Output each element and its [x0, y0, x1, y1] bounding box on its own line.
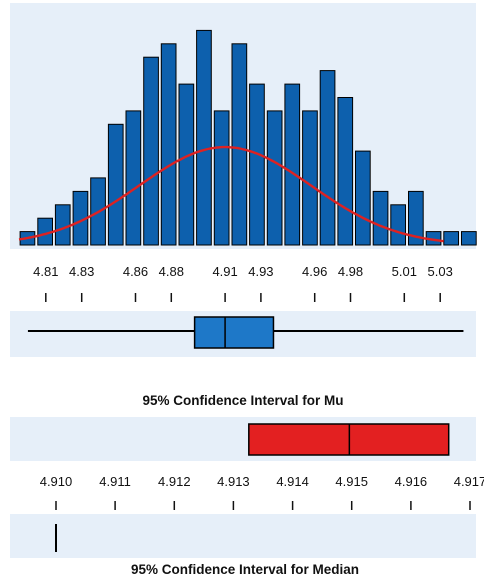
- histogram-bar: [390, 204, 406, 246]
- histogram-bar: [54, 204, 71, 246]
- median-ci-panel: [10, 514, 476, 558]
- histogram-bar: [319, 70, 336, 246]
- histogram-tick-label: 5.01: [392, 264, 417, 279]
- histogram-bar: [107, 123, 124, 246]
- histogram-bar: [196, 29, 212, 246]
- boxplot: [27, 316, 464, 349]
- histogram-tick-label: 4.81: [33, 264, 58, 279]
- histogram-bar: [337, 97, 354, 246]
- histogram-tick-label: 4.88: [159, 264, 184, 279]
- histogram-bar: [443, 231, 459, 246]
- ci-tick-label: 4.913: [217, 474, 250, 489]
- histogram-tick-label: 4.98: [338, 264, 363, 279]
- histogram-bar: [461, 231, 477, 246]
- histogram-bar: [284, 83, 301, 246]
- mu-confidence-interval: [248, 423, 450, 456]
- boxplot-box: [193, 316, 275, 349]
- histogram-bar: [372, 190, 389, 246]
- median-ci-caption: 95% Confidence Interval for Median: [131, 562, 359, 577]
- histogram-bars: [19, 29, 477, 246]
- ci-tick-label: 4.911: [99, 474, 131, 489]
- ci-tick-label: 4.914: [276, 474, 309, 489]
- mu-ci-caption: 95% Confidence Interval for Mu: [142, 393, 343, 408]
- histogram-tick-label: 4.83: [69, 264, 94, 279]
- histogram-bar: [178, 83, 195, 246]
- histogram-bar: [249, 83, 265, 246]
- ci-tick-label: 4.912: [158, 474, 191, 489]
- histogram-x-axis: 4.81 4.83 4.86 4.88 4.91 4.93 4.96 4.98 5.01 5.03: [33, 264, 453, 302]
- ci-tick-label: 4.917: [454, 474, 484, 489]
- histogram-tick-label: 4.86: [123, 264, 148, 279]
- histogram-tick-label: 5.03: [428, 264, 453, 279]
- histogram-tick-label: 4.96: [302, 264, 327, 279]
- histogram-bar: [160, 43, 177, 246]
- histogram-bar: [143, 56, 159, 246]
- histogram-bar: [355, 150, 371, 246]
- histogram-bar: [231, 43, 248, 246]
- ci-tick-label: 4.916: [395, 474, 428, 489]
- histogram-bar: [125, 110, 142, 246]
- histogram-bar: [213, 110, 230, 246]
- histogram-bar: [408, 190, 424, 246]
- histogram-bar: [266, 110, 283, 246]
- histogram-tick-label: 4.93: [248, 264, 273, 279]
- ci-tick-label: 4.915: [335, 474, 368, 489]
- ci-x-axis: 4.910 4.911 4.912 4.913 4.914 4.915 4.916 4.917: [40, 474, 484, 510]
- histogram-bar: [302, 110, 318, 246]
- normal-fit-curve: [18, 145, 444, 243]
- ci-tick-label: 4.910: [40, 474, 73, 489]
- histogram-tick-label: 4.91: [212, 264, 237, 279]
